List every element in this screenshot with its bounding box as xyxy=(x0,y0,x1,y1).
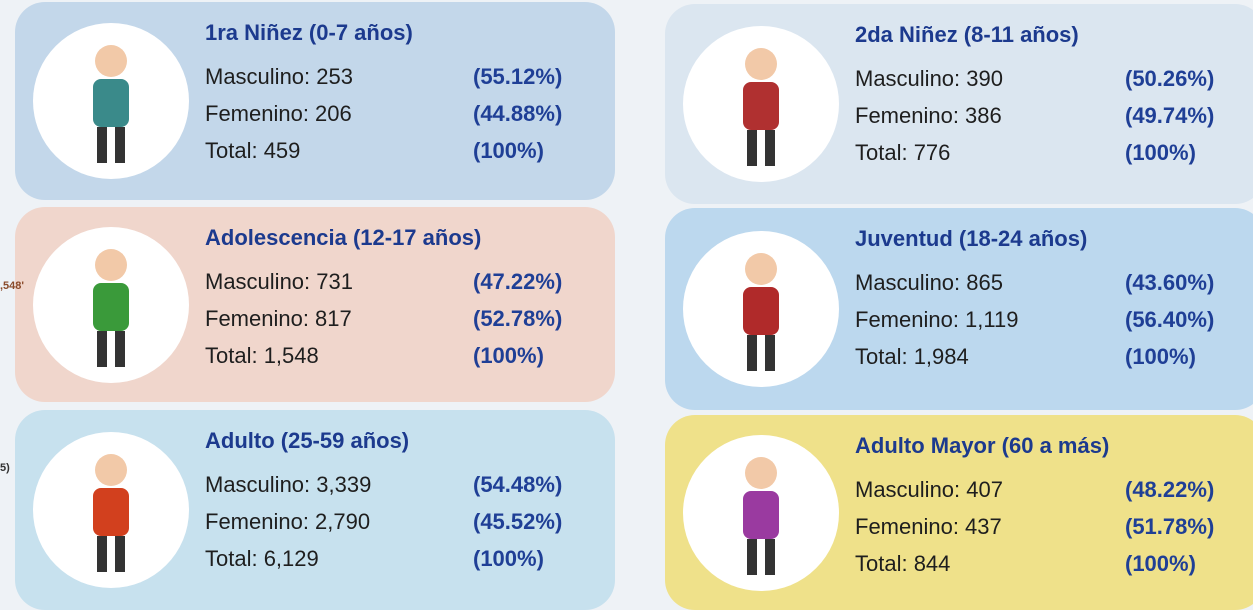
row-label: Femenino: 1,119 xyxy=(855,307,1019,332)
card-title: 2da Niñez (8-11 años) xyxy=(855,22,1079,47)
row-label: Total: 1,548 xyxy=(205,343,319,368)
row-label: Total: 776 xyxy=(855,140,951,165)
illustration xyxy=(33,432,189,588)
row-percent: (49.74%) xyxy=(1125,103,1215,128)
figure xyxy=(743,48,779,166)
row-percent: (43.60%) xyxy=(1125,270,1215,295)
row-percent: (100%) xyxy=(1125,551,1196,576)
row-percent: (51.78%) xyxy=(1125,514,1215,539)
figure xyxy=(93,45,129,163)
row-percent: (50.26%) xyxy=(1125,66,1215,91)
card: Adulto (25-59 años) Masculino: 3,339 (54.4… xyxy=(15,410,615,610)
figure xyxy=(743,456,779,575)
head xyxy=(95,248,127,281)
row-label: Femenino: 2,790 xyxy=(205,509,371,534)
card-title: 1ra Niñez (0-7 años) xyxy=(205,20,413,45)
card: Adolescencia (12-17 años) Masculino: 731 (… xyxy=(15,207,615,402)
row-label: Total: 459 xyxy=(205,138,301,163)
row-percent: (45.52%) xyxy=(473,509,563,534)
figure xyxy=(93,248,129,367)
card: 2da Niñez (8-11 años) Masculino: 390 (50.2… xyxy=(665,4,1253,204)
leg xyxy=(765,335,775,371)
card: 1ra Niñez (0-7 años) Masculino: 253 (55.12… xyxy=(15,2,615,200)
row-label: Masculino: 407 xyxy=(855,477,1003,502)
head xyxy=(95,45,127,77)
row-percent: (100%) xyxy=(1125,140,1196,165)
leg xyxy=(747,130,757,166)
leg xyxy=(97,127,107,163)
row-percent: (44.88%) xyxy=(473,101,563,126)
leg xyxy=(115,330,125,367)
card-title: Adulto (25-59 años) xyxy=(205,428,410,453)
row-label: Femenino: 437 xyxy=(855,514,1002,539)
head xyxy=(95,454,127,486)
illustration xyxy=(33,23,189,179)
leg xyxy=(115,127,125,163)
row-percent: (100%) xyxy=(1125,344,1196,369)
illustration xyxy=(683,26,839,182)
row-percent: (56.40%) xyxy=(1125,307,1215,332)
row-label: Femenino: 386 xyxy=(855,103,1002,128)
row-percent: (52.78%) xyxy=(473,306,563,331)
head xyxy=(745,253,777,285)
row-label: Total: 844 xyxy=(855,551,951,576)
row-percent: (48.22%) xyxy=(1125,477,1215,502)
figure xyxy=(93,454,129,572)
row-percent: (100%) xyxy=(473,546,544,571)
head xyxy=(745,456,777,489)
head xyxy=(745,48,777,80)
body xyxy=(743,490,779,539)
row-label: Masculino: 731 xyxy=(205,269,353,294)
body xyxy=(93,79,129,127)
row-percent: (54.48%) xyxy=(473,472,563,497)
leg xyxy=(747,335,757,371)
body xyxy=(93,488,129,536)
row-percent: (47.22%) xyxy=(473,269,563,294)
illustration xyxy=(33,226,189,383)
row-label: Masculino: 390 xyxy=(855,66,1003,91)
row-label: Femenino: 817 xyxy=(205,306,352,331)
leg xyxy=(747,538,757,575)
row-label: Masculino: 253 xyxy=(205,64,353,89)
leg xyxy=(115,536,125,572)
body xyxy=(93,282,129,331)
card-title: Juventud (18-24 años) xyxy=(855,226,1088,251)
edge-fragment: ,548' xyxy=(0,280,25,292)
edge-fragment: 5) xyxy=(0,462,10,474)
card: Adulto Mayor (60 a más) Masculino: 407 (48… xyxy=(665,415,1253,610)
row-percent: (100%) xyxy=(473,138,544,163)
row-label: Total: 6,129 xyxy=(205,546,319,571)
leg xyxy=(765,130,775,166)
body xyxy=(743,287,779,335)
leg xyxy=(97,536,107,572)
body xyxy=(743,82,779,130)
card: Juventud (18-24 años) Masculino: 865 (43.6… xyxy=(665,208,1253,410)
leg xyxy=(765,538,775,575)
row-percent: (100%) xyxy=(473,343,544,368)
row-percent: (55.12%) xyxy=(473,64,563,89)
card-title: Adulto Mayor (60 a más) xyxy=(855,433,1110,458)
leg xyxy=(97,330,107,367)
card-title: Adolescencia (12-17 años) xyxy=(205,225,482,250)
illustration xyxy=(683,231,839,387)
row-label: Masculino: 865 xyxy=(855,270,1003,295)
row-label: Masculino: 3,339 xyxy=(205,472,372,497)
figure xyxy=(743,253,779,371)
illustration xyxy=(683,434,839,591)
row-label: Femenino: 206 xyxy=(205,101,352,126)
row-label: Total: 1,984 xyxy=(855,344,969,369)
